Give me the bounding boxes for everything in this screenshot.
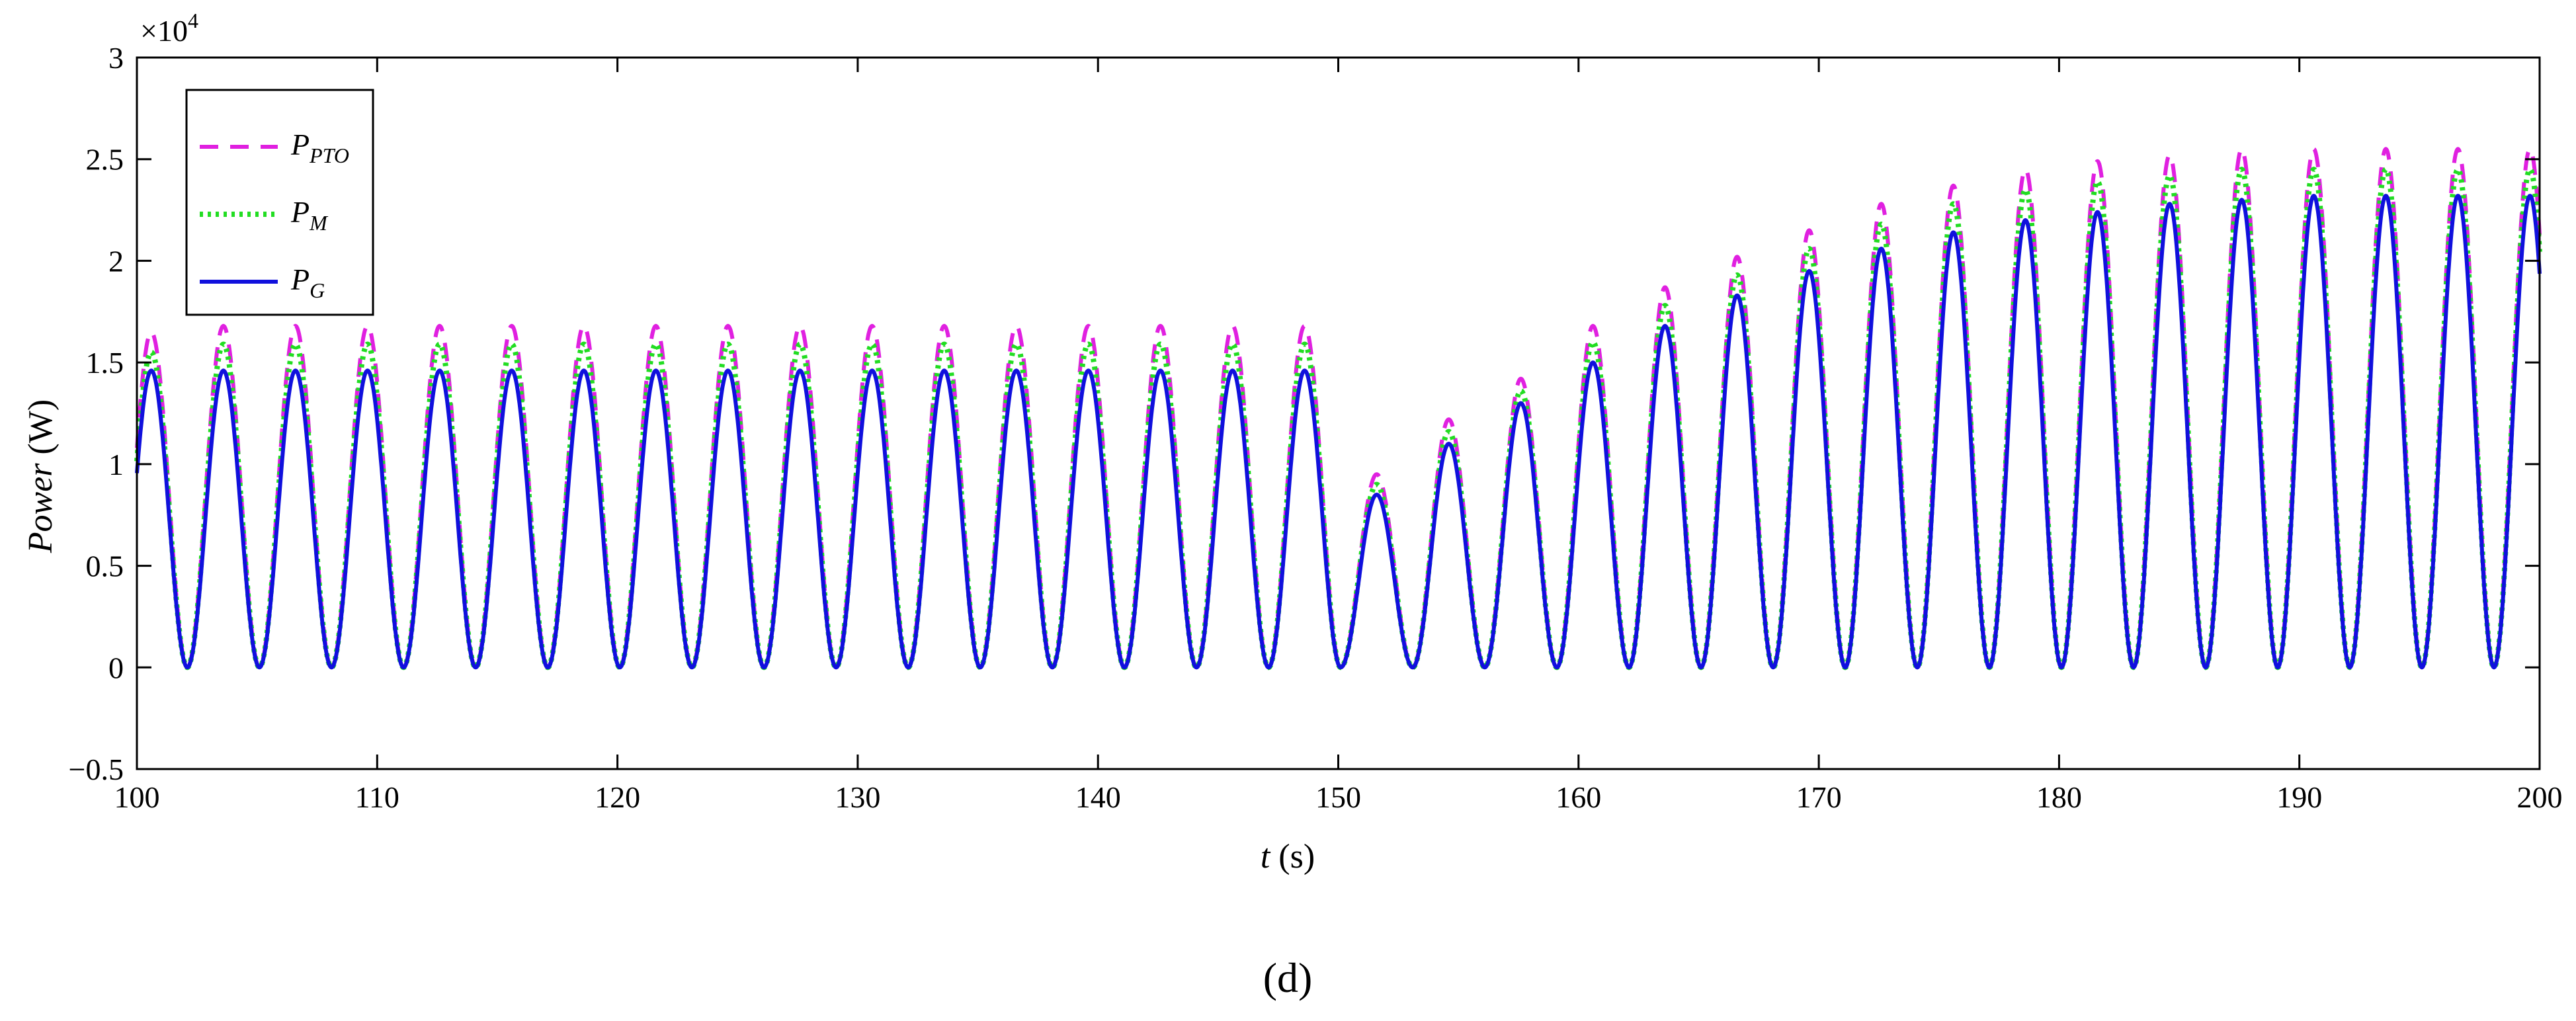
x-tick-label: 140	[1075, 780, 1121, 814]
x-axis-label: t (s)	[1261, 838, 1315, 876]
y-tick-label: 2.5	[86, 143, 124, 177]
y-axis-label-var: Power	[22, 463, 60, 554]
x-tick-label: 170	[1796, 780, 1842, 814]
y-tick-label: −0.5	[69, 753, 124, 786]
panel-label: (d)	[1263, 954, 1313, 1001]
series-line-g	[135, 194, 2542, 670]
plot-series-group	[134, 147, 2542, 671]
y-tick-label: 3	[108, 41, 124, 75]
x-tick-label: 110	[355, 780, 399, 814]
legend: PPTO PM PG	[185, 89, 374, 316]
y-tick-label: 0.5	[86, 550, 124, 583]
x-tick-label: 120	[595, 780, 640, 814]
y-tick-label: 1	[108, 448, 124, 481]
x-axis-label-var: t	[1261, 838, 1271, 876]
y-tick-label: 1.5	[86, 346, 124, 380]
y-axis-label-unit: (W)	[22, 399, 60, 455]
axis-ticks-group: 100 110 120 130 140 150 160 170 180 190 200 −0.5 0 0.…	[69, 41, 2563, 814]
y-exponent-label: ×104	[140, 9, 198, 48]
series-line-m	[134, 167, 2542, 671]
x-tick-label: 200	[2517, 780, 2563, 814]
x-tick-label: 190	[2276, 780, 2322, 814]
legend-label-g: PG	[290, 263, 325, 302]
legend-box	[185, 89, 374, 316]
x-tick-label: 180	[2036, 780, 2082, 814]
x-tick-label: 160	[1556, 780, 1601, 814]
y-axis-label: Power (W)	[22, 399, 60, 553]
y-tick-label: 0	[108, 651, 124, 684]
y-tick-label: 2	[108, 244, 124, 278]
x-axis-label-unit: (s)	[1278, 838, 1315, 876]
legend-label-m: PM	[290, 195, 329, 235]
x-tick-label: 100	[114, 780, 160, 814]
legend-label-pto: PPTO	[290, 128, 349, 167]
x-tick-label: 130	[835, 780, 880, 814]
x-tick-label: 150	[1315, 780, 1361, 814]
